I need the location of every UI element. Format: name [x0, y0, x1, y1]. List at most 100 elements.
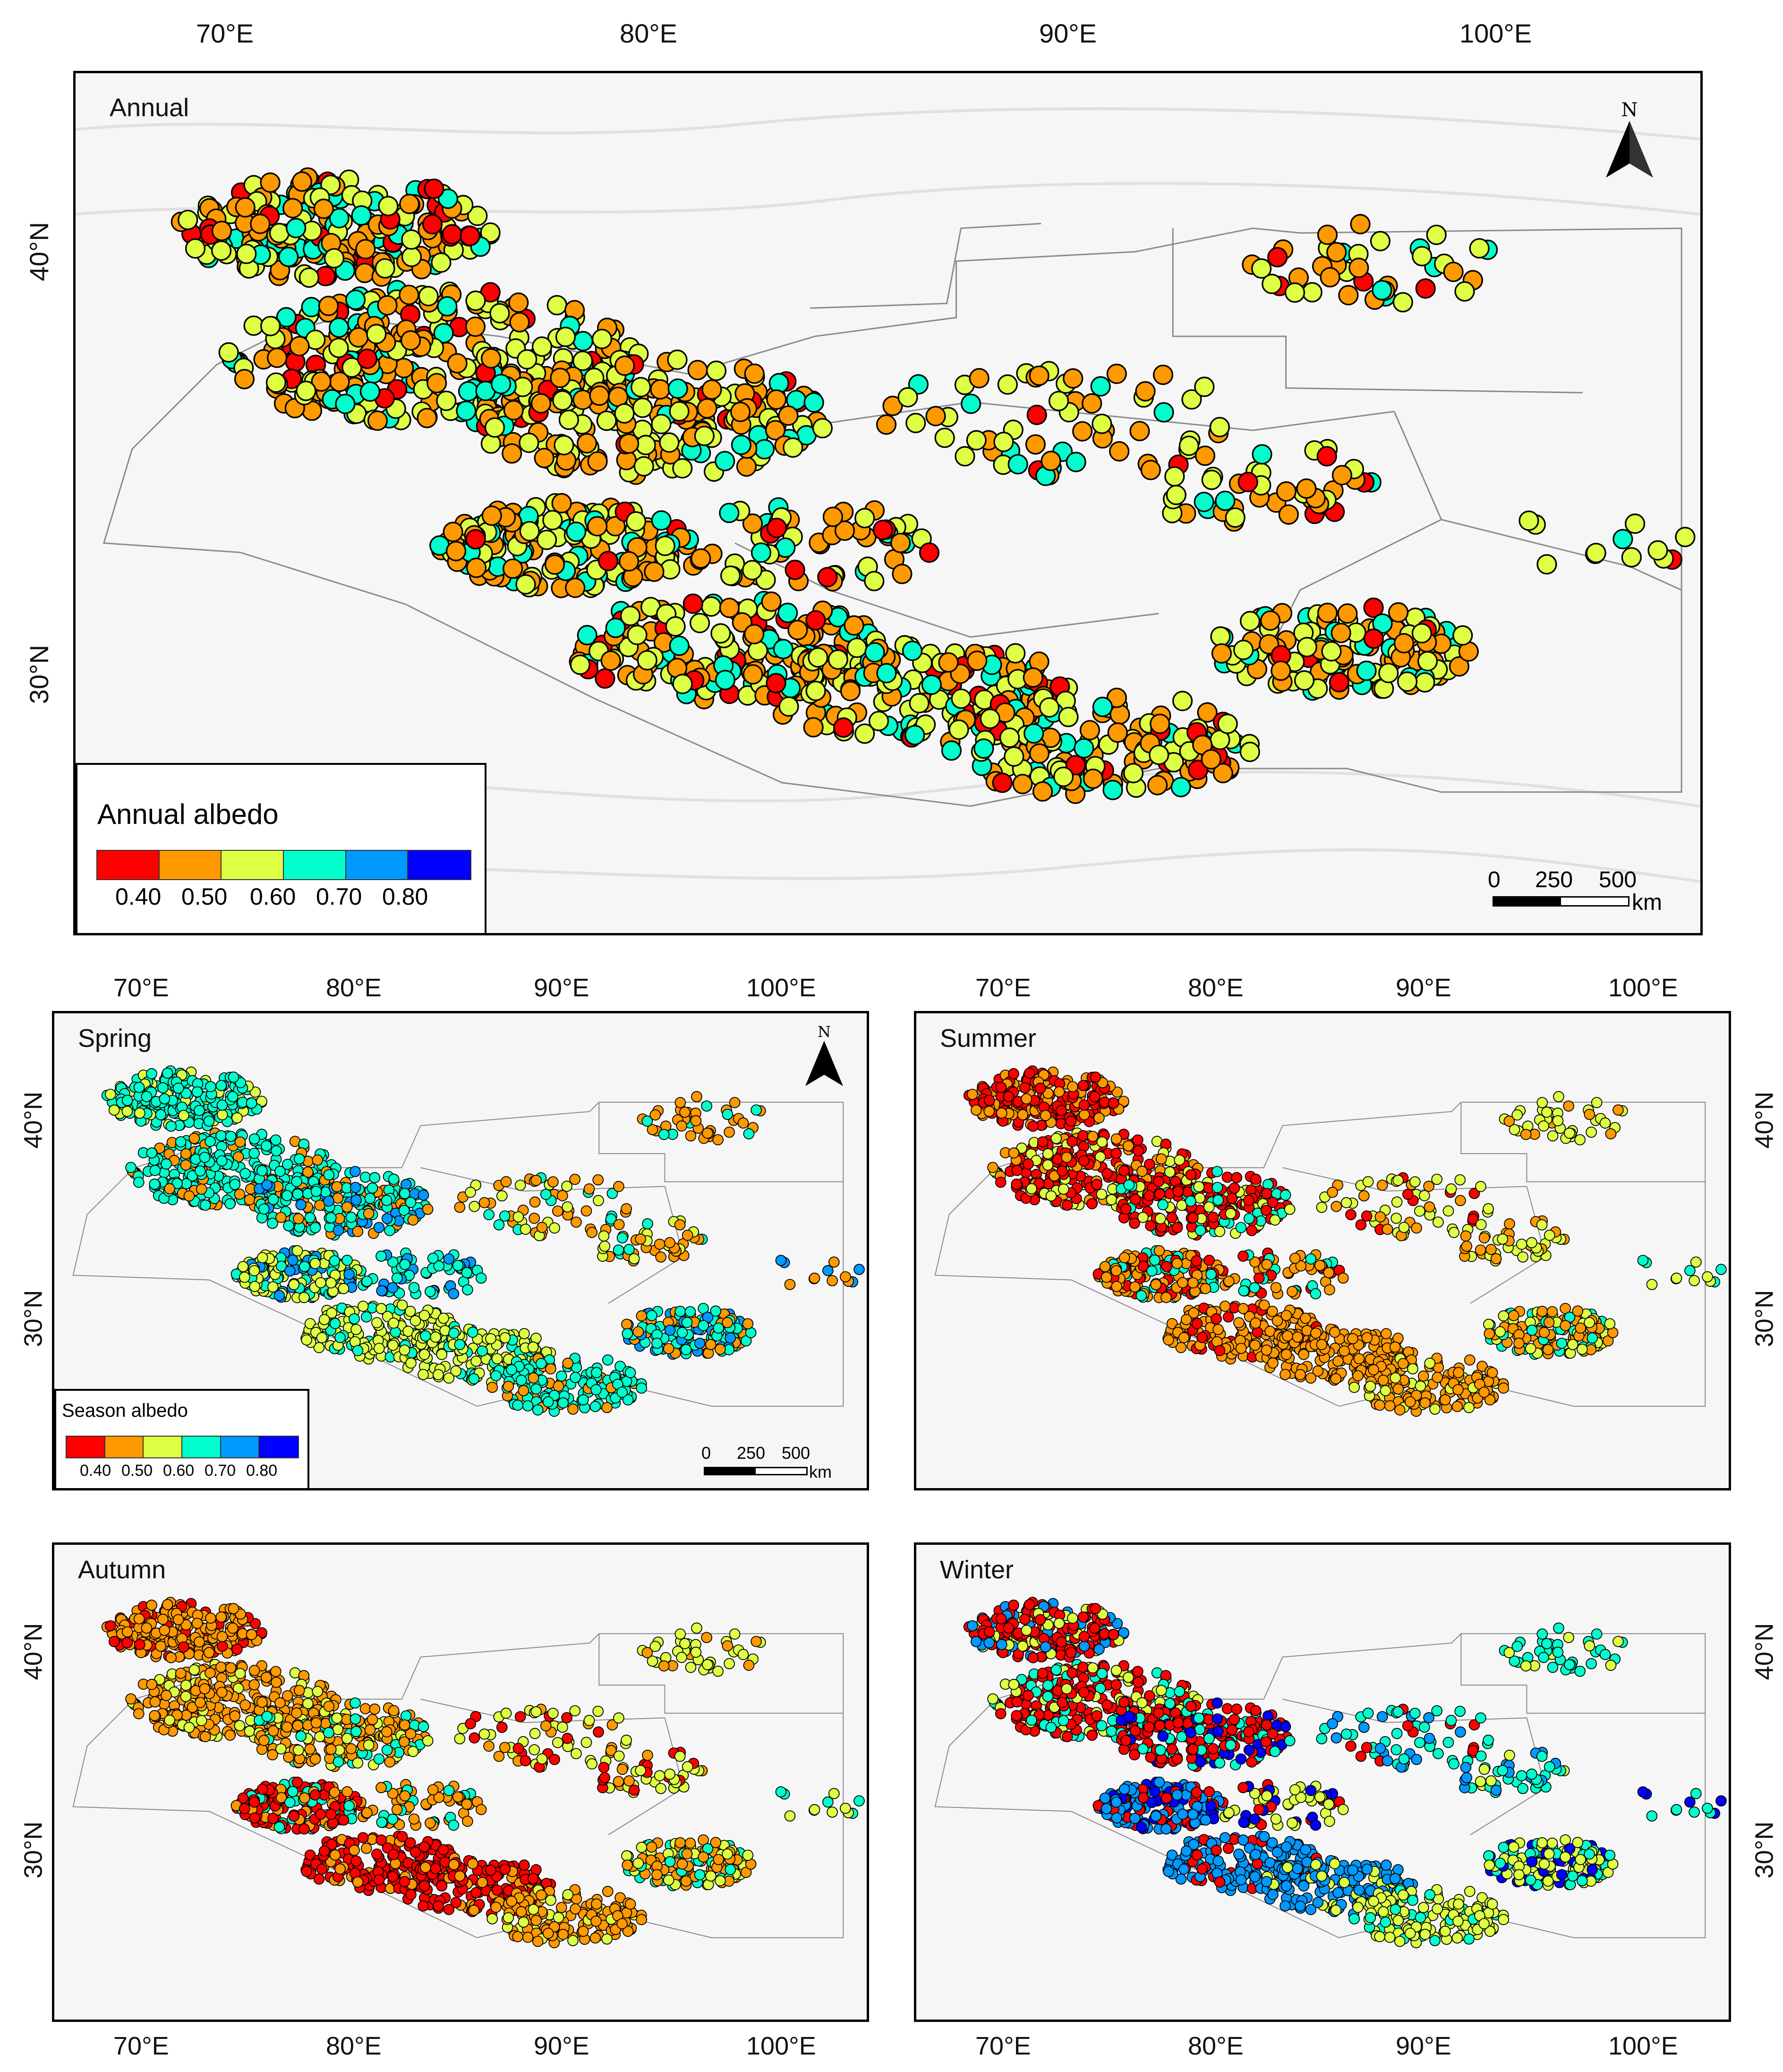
- glacier-point: [1135, 1290, 1147, 1301]
- glacier-point: [1484, 1328, 1495, 1339]
- glacier-point: [1053, 766, 1074, 787]
- glacier-point: [234, 1189, 246, 1200]
- north-arrow: N: [805, 1023, 843, 1088]
- glacier-point: [1469, 238, 1490, 259]
- glacier-point: [282, 198, 303, 219]
- glacier-point: [284, 1265, 296, 1277]
- glacier-point: [323, 1195, 334, 1207]
- glacier-point: [1397, 1358, 1409, 1370]
- glacier-point: [244, 1194, 256, 1206]
- glacier-point: [591, 1367, 602, 1378]
- glacier-point: [556, 1190, 568, 1201]
- glacier-point: [592, 1174, 604, 1186]
- glacier-point: [1295, 1369, 1306, 1380]
- glacier-point: [461, 1267, 473, 1278]
- glacier-point: [265, 372, 287, 393]
- glacier-point: [1209, 417, 1230, 437]
- glacier-point: [1191, 1255, 1203, 1267]
- glacier-point: [725, 1332, 736, 1344]
- glacier-point: [359, 381, 381, 402]
- glacier-point: [570, 654, 590, 675]
- glacier-point: [1541, 1106, 1553, 1118]
- glacier-point: [674, 1097, 686, 1108]
- glacier-point: [499, 1210, 511, 1222]
- lat-label: 40°N: [19, 1623, 48, 1680]
- glacier-point: [1147, 775, 1168, 796]
- glacier-point: [425, 1286, 436, 1297]
- glacier-point: [248, 1265, 260, 1276]
- glacier-point: [1467, 1213, 1479, 1225]
- glacier-point: [1715, 1264, 1727, 1275]
- glacier-point: [159, 1093, 171, 1104]
- glacier-point: [1217, 713, 1238, 734]
- glacier-point: [783, 437, 803, 458]
- glacier-point: [1041, 451, 1061, 471]
- glacier-point: [635, 1233, 647, 1245]
- glacier-point: [742, 513, 763, 534]
- glacier-point: [1094, 1151, 1106, 1163]
- glacier-point: [1077, 1130, 1089, 1141]
- glacier-point: [1310, 1327, 1322, 1339]
- glacier-point: [1381, 1328, 1392, 1339]
- glacier-point: [1586, 1126, 1597, 1138]
- glacier-point: [1329, 672, 1349, 693]
- glacier-point: [973, 738, 994, 759]
- glacier-point: [598, 1230, 610, 1242]
- glacier-point: [600, 650, 621, 671]
- glacier-point: [1163, 1334, 1174, 1346]
- glacier-point: [1111, 1086, 1123, 1098]
- glacier-point: [644, 561, 665, 582]
- glacier-point: [1267, 247, 1288, 268]
- glacier-point: [349, 1313, 360, 1325]
- glacier-point: [1358, 1190, 1370, 1202]
- glacier-point: [180, 1087, 192, 1099]
- glacier-point: [627, 625, 648, 645]
- glacier-point: [1536, 1306, 1548, 1317]
- glacier-point: [1412, 246, 1433, 266]
- glacier-point: [1153, 1176, 1164, 1187]
- lat-label-40: 40°N: [24, 222, 54, 282]
- glacier-point: [1021, 1093, 1032, 1104]
- scale-label: 250: [737, 1443, 766, 1463]
- glacier-point: [355, 239, 376, 260]
- glacier-point: [684, 1306, 696, 1318]
- glacier-point: [399, 1188, 410, 1199]
- glacier-point: [274, 1165, 286, 1177]
- glacier-point: [146, 1147, 158, 1159]
- glacier-point: [621, 1319, 632, 1330]
- glacier-point: [876, 414, 897, 435]
- glacier-point: [199, 1199, 211, 1211]
- glacier-point: [751, 542, 772, 563]
- glacier-point: [1261, 1259, 1273, 1270]
- glacier-point: [288, 1279, 300, 1291]
- glacier-point: [1415, 278, 1436, 299]
- glacier-point: [311, 371, 332, 392]
- glacier-point: [1414, 1205, 1425, 1217]
- glacier-point: [515, 574, 536, 595]
- glacier-point: [328, 337, 349, 358]
- glacier-point: [701, 1100, 713, 1112]
- glacier-point: [1101, 1168, 1113, 1179]
- glacier-point: [868, 711, 889, 731]
- glacier-point: [1402, 1189, 1414, 1200]
- glacier-point: [1411, 1222, 1422, 1234]
- glacier-point: [529, 1196, 541, 1208]
- glacier-point: [313, 198, 334, 219]
- legend-tick: 0.50: [181, 883, 228, 910]
- glacier-point: [478, 1197, 490, 1208]
- glacier-point: [1475, 1219, 1487, 1230]
- glacier-point: [1404, 1396, 1416, 1408]
- glacier-point: [363, 1208, 375, 1219]
- glacier-point: [1166, 485, 1186, 505]
- glacier-point: [350, 1194, 362, 1206]
- glacier-point: [1072, 421, 1093, 442]
- glacier-point: [1101, 1271, 1112, 1283]
- glacier-point: [407, 1214, 419, 1226]
- glacier-point: [1153, 402, 1174, 423]
- lon-label: 70°E: [113, 974, 169, 1002]
- glacier-point: [642, 1218, 653, 1230]
- glacier-point: [248, 1133, 260, 1145]
- glacier-point: [1503, 1115, 1515, 1127]
- glacier-point: [1572, 1305, 1584, 1317]
- glacier-point: [1201, 749, 1221, 770]
